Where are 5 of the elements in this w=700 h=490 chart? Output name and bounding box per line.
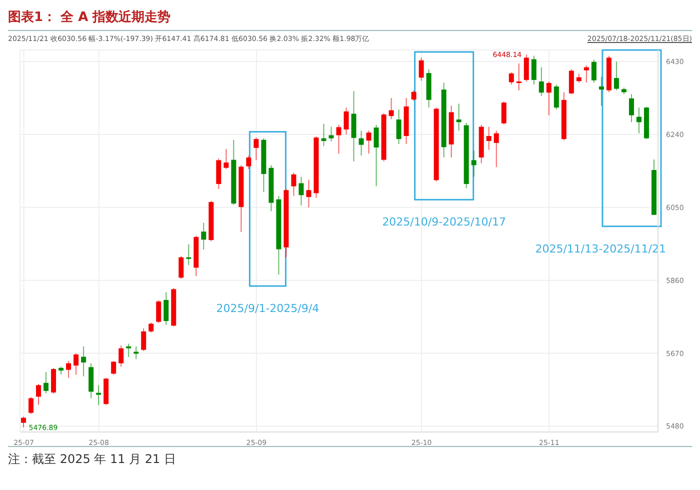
annotation: 2025/11/13-2025/11/21 <box>535 242 666 256</box>
annotation: 2025/9/1-2025/9/4 <box>216 302 320 316</box>
text: 注：截至 2025 年 11 月 21 日 <box>8 451 177 468</box>
chart-title: 图表1： 全 A 指数近期走势 <box>8 8 692 31</box>
annotation: 2025/10/9-2025/10/17 <box>382 216 506 229</box>
